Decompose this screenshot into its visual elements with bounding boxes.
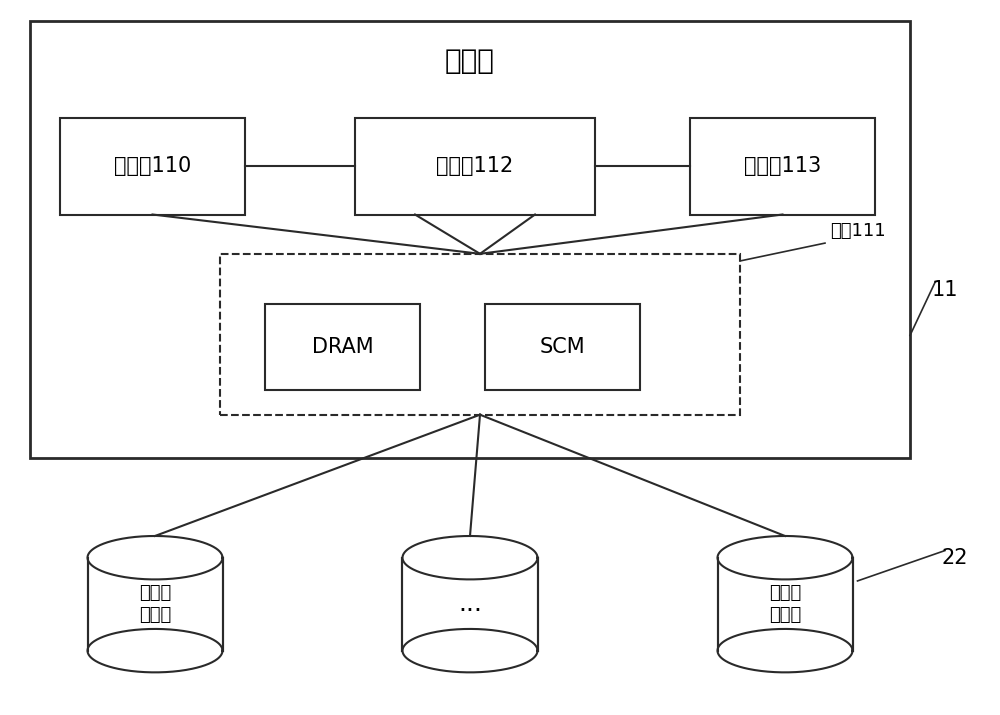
Text: 持久化
存储器: 持久化 存储器	[769, 584, 801, 624]
Bar	[30, 21, 910, 458]
Text: 处理器112: 处理器112	[436, 157, 514, 176]
Polygon shape	[718, 536, 852, 579]
Text: SCM: SCM	[540, 337, 585, 357]
Bar	[355, 118, 595, 214]
Polygon shape	[402, 558, 538, 651]
Text: 接口卡110: 接口卡110	[114, 157, 191, 176]
Bar	[220, 254, 740, 415]
Polygon shape	[88, 536, 222, 579]
Text: ...: ...	[458, 592, 482, 616]
Polygon shape	[88, 629, 222, 672]
Polygon shape	[718, 558, 852, 651]
Polygon shape	[403, 536, 538, 579]
Polygon shape	[718, 629, 852, 672]
Text: 内存111: 内存111	[830, 222, 886, 240]
Text: DRAM: DRAM	[312, 337, 373, 357]
Text: 持久化
存储器: 持久化 存储器	[139, 584, 171, 624]
Bar	[60, 118, 245, 214]
Text: 控制器: 控制器	[445, 46, 495, 75]
Polygon shape	[88, 558, 222, 651]
Text: 接口卡113: 接口卡113	[744, 157, 821, 176]
Bar	[485, 304, 640, 390]
Text: 11: 11	[932, 280, 958, 300]
Bar	[690, 118, 875, 214]
Bar	[265, 304, 420, 390]
Polygon shape	[403, 629, 538, 672]
Text: 22: 22	[942, 548, 968, 568]
